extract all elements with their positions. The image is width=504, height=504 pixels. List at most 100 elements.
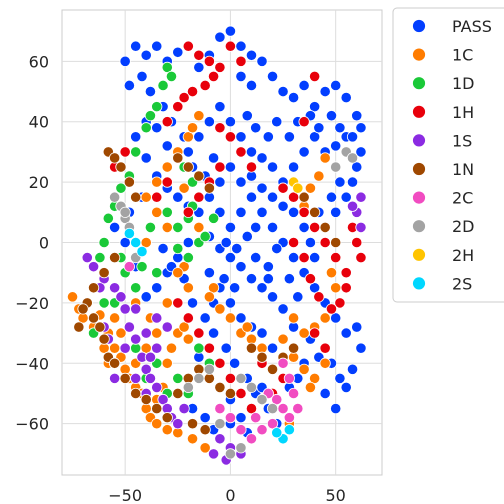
data-point bbox=[203, 116, 215, 128]
data-point bbox=[140, 327, 152, 339]
data-point bbox=[256, 393, 268, 406]
data-point bbox=[224, 372, 237, 384]
data-point bbox=[214, 161, 226, 173]
data-point bbox=[182, 146, 194, 158]
data-point bbox=[245, 402, 258, 415]
x-tick-label: 0 bbox=[225, 486, 235, 504]
data-point bbox=[214, 433, 226, 445]
y-tick-label: 60 bbox=[29, 52, 49, 71]
data-point bbox=[235, 412, 247, 424]
data-point bbox=[224, 312, 237, 324]
data-point bbox=[207, 212, 220, 224]
data-point bbox=[119, 303, 131, 315]
data-point bbox=[325, 303, 338, 315]
data-point bbox=[119, 372, 131, 384]
legend-marker bbox=[412, 47, 426, 62]
x-tick-label: −50 bbox=[108, 486, 142, 504]
data-point bbox=[355, 221, 367, 234]
data-point bbox=[266, 363, 279, 375]
data-point bbox=[309, 372, 321, 384]
data-point bbox=[304, 236, 317, 249]
data-point bbox=[123, 79, 135, 92]
data-point bbox=[287, 387, 300, 400]
data-point bbox=[130, 40, 142, 52]
legend-marker bbox=[412, 104, 426, 119]
data-point bbox=[193, 191, 205, 203]
data-point bbox=[207, 70, 220, 83]
data-point bbox=[81, 251, 93, 264]
data-point bbox=[355, 146, 367, 158]
data-point bbox=[157, 393, 169, 406]
data-point bbox=[193, 170, 205, 182]
data-point bbox=[186, 122, 199, 134]
data-point bbox=[340, 381, 352, 394]
legend-label: 2H bbox=[452, 246, 474, 265]
data-point bbox=[319, 387, 331, 400]
data-point bbox=[203, 363, 215, 375]
data-point bbox=[182, 333, 194, 345]
data-point bbox=[287, 312, 300, 324]
data-point bbox=[245, 79, 258, 92]
data-point bbox=[325, 110, 338, 122]
data-point bbox=[98, 333, 110, 345]
data-point bbox=[287, 91, 300, 104]
data-point bbox=[172, 46, 184, 58]
data-point bbox=[313, 170, 325, 182]
data-point bbox=[319, 221, 331, 234]
legend-marker bbox=[412, 133, 426, 148]
data-point bbox=[214, 176, 226, 188]
data-point bbox=[235, 146, 247, 158]
data-point bbox=[214, 122, 226, 134]
data-point bbox=[340, 91, 352, 104]
data-point bbox=[340, 282, 352, 294]
data-point bbox=[298, 146, 310, 158]
data-point bbox=[224, 116, 237, 128]
data-point bbox=[161, 412, 173, 424]
data-point bbox=[151, 176, 163, 188]
data-point bbox=[224, 297, 237, 309]
data-point bbox=[172, 242, 184, 255]
data-point bbox=[140, 122, 152, 134]
data-point bbox=[130, 146, 142, 158]
data-point bbox=[178, 321, 190, 333]
data-point bbox=[262, 261, 274, 273]
data-point bbox=[245, 381, 258, 394]
data-point bbox=[313, 291, 325, 303]
data-point bbox=[334, 297, 346, 309]
data-point bbox=[283, 273, 295, 285]
data-point bbox=[130, 372, 142, 384]
data-point bbox=[266, 161, 279, 173]
data-point bbox=[262, 131, 274, 143]
data-point bbox=[214, 101, 226, 113]
data-point bbox=[298, 221, 310, 234]
data-point bbox=[229, 357, 241, 369]
data-point bbox=[235, 372, 247, 384]
data-point bbox=[256, 182, 268, 194]
data-point bbox=[140, 191, 152, 203]
data-point bbox=[256, 351, 268, 363]
data-point bbox=[287, 161, 300, 173]
data-point bbox=[287, 206, 300, 218]
y-tick-label: −60 bbox=[15, 415, 49, 434]
data-point bbox=[256, 282, 268, 294]
data-point bbox=[313, 122, 325, 134]
data-point bbox=[355, 122, 367, 134]
legend-label: 2C bbox=[452, 189, 473, 208]
data-point bbox=[266, 191, 279, 203]
data-point bbox=[277, 333, 289, 345]
data-point bbox=[172, 387, 184, 400]
data-point bbox=[319, 342, 331, 354]
data-point bbox=[355, 342, 367, 354]
data-point bbox=[214, 402, 226, 415]
data-point bbox=[157, 79, 169, 92]
data-point bbox=[241, 110, 253, 122]
data-point bbox=[182, 381, 194, 394]
data-point bbox=[224, 448, 237, 460]
data-point bbox=[94, 251, 106, 264]
data-point bbox=[287, 236, 300, 249]
data-point bbox=[245, 433, 258, 445]
data-point bbox=[130, 236, 142, 249]
data-point bbox=[161, 221, 173, 234]
data-point bbox=[250, 122, 262, 134]
data-point bbox=[87, 261, 100, 273]
